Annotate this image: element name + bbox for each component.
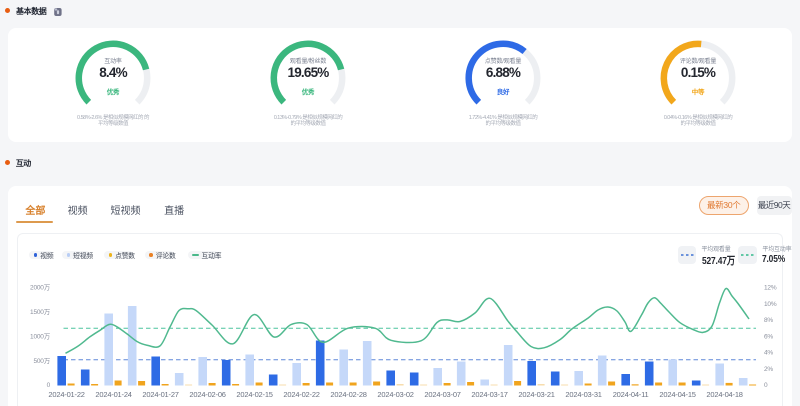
svg-text:1500万: 1500万	[30, 308, 51, 316]
svg-text:2024-01-22: 2024-01-22	[48, 390, 84, 399]
svg-text:2024-03-21: 2024-03-21	[518, 390, 554, 399]
svg-text:2024-04-15: 2024-04-15	[659, 390, 695, 399]
svg-text:2024-03-02: 2024-03-02	[377, 390, 413, 399]
svg-text:12%: 12%	[764, 285, 777, 292]
svg-text:8%: 8%	[764, 317, 773, 324]
svg-text:2024-02-15: 2024-02-15	[236, 390, 272, 399]
svg-text:2024-02-06: 2024-02-06	[189, 390, 225, 399]
svg-text:0: 0	[764, 382, 768, 389]
svg-text:2024-03-31: 2024-03-31	[565, 390, 601, 399]
svg-text:2024-03-17: 2024-03-17	[471, 390, 507, 399]
svg-text:2024-01-27: 2024-01-27	[142, 390, 178, 399]
svg-text:10%: 10%	[764, 301, 777, 308]
svg-text:2024-03-07: 2024-03-07	[424, 390, 460, 399]
svg-text:2024-04-11: 2024-04-11	[613, 390, 649, 399]
svg-text:2024-01-24: 2024-01-24	[95, 390, 131, 399]
svg-text:2000万: 2000万	[30, 284, 51, 292]
svg-text:2%: 2%	[764, 366, 773, 373]
svg-text:2024-02-28: 2024-02-28	[330, 390, 366, 399]
svg-text:2024-04-18: 2024-04-18	[706, 390, 742, 399]
svg-text:6%: 6%	[764, 333, 773, 340]
svg-text:500万: 500万	[33, 357, 50, 365]
svg-text:0: 0	[47, 382, 51, 389]
svg-text:1000万: 1000万	[30, 332, 51, 340]
svg-text:2024-02-22: 2024-02-22	[283, 390, 319, 399]
svg-text:4%: 4%	[764, 350, 773, 357]
